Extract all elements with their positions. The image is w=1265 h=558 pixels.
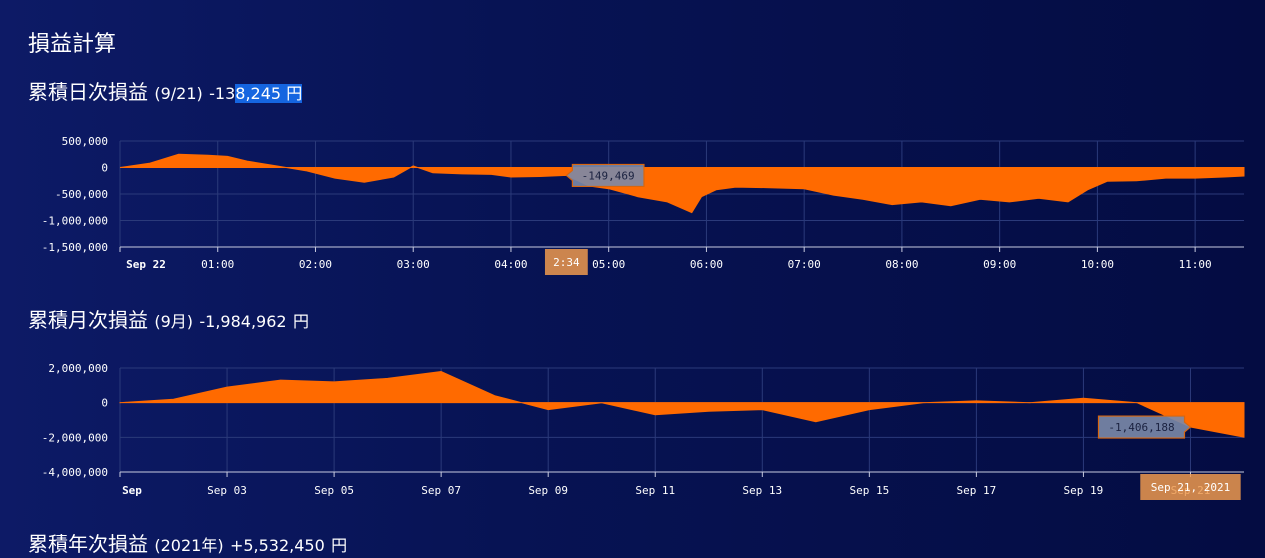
x-tick-label: Sep 19 [1064,484,1104,497]
monthly-pnl-value: -1,984,962 [199,312,287,331]
x-tick-label: Sep 15 [849,484,889,497]
x-tick-label: Sep 13 [742,484,782,497]
y-tick-label: -2,000,000 [42,431,108,444]
x-tick-label: 02:00 [299,258,332,271]
monthly-pnl-period: (9月) [154,312,194,331]
crosshair-label-box [544,249,588,275]
x-tick-label: 11:00 [1179,258,1212,271]
y-tick-label: -1,500,000 [42,241,108,254]
crosshair-label-box [1140,474,1241,500]
tooltip-value: -1,406,188 [1108,421,1174,434]
daily-pnl-heading: 累積日次損益 (9/21) -138,245 円 [28,76,303,105]
monthly-pnl-title: 累積月次損益 [28,308,148,332]
x-tick-label: 09:00 [983,258,1016,271]
daily-pnl-area [119,153,1245,214]
daily-pnl-title: 累積日次損益 [28,80,148,104]
yearly-pnl-unit: 円 [331,536,348,555]
yearly-pnl-heading: 累積年次損益 (2021年) +5,532,450 円 [28,528,347,557]
yearly-pnl-value: +5,532,450 [229,536,325,555]
x-tick-label: 07:00 [788,258,821,271]
x-tick-label: 05:00 [592,258,625,271]
x-tick-label: Sep 09 [528,484,568,497]
y-tick-label: -500,000 [55,188,108,201]
x-tick-label: Sep 03 [207,484,247,497]
x-tick-label: Sep 07 [421,484,461,497]
daily-pnl-period: (9/21) [154,84,203,103]
page-title: 損益計算 [28,32,117,57]
daily-pnl-unit: 円 [281,84,303,103]
monthly-pnl-heading: 累積月次損益 (9月) -1,984,962 円 [28,304,309,333]
monthly-pnl-chart[interactable]: 2,000,000 0 -2,000,000 -4,000,000 Sep Sep 03 S… [0,356,1265,506]
y-tick-label: -1,000,000 [42,215,108,228]
x-tick-label: Sep [122,484,142,497]
tooltip-box [1097,415,1192,439]
x-tick-label: 03:00 [397,258,430,271]
x-tick-label: Sep 11 [635,484,675,497]
x-tick-label: Sep 22 [126,258,166,271]
daily-pnl-chart[interactable]: 500,000 0 -500,000 -1,000,000 -1,500,000 Sep … [0,128,1265,278]
x-tick-label: 08:00 [885,258,918,271]
tooltip-value: -149,469 [582,169,635,182]
x-tick-label: Sep 05 [314,484,354,497]
y-tick-label: 2,000,000 [48,362,108,375]
y-tick-label: 500,000 [62,135,108,148]
x-tick-label: 04:00 [494,258,527,271]
tooltip-box [565,163,645,188]
x-tick-label: 06:00 [690,258,723,271]
crosshair-label: Sep 21, 2021 [1151,481,1230,494]
y-tick-label: 0 [101,397,108,410]
crosshair-label: 2:34 [553,256,580,269]
daily-pnl-value-prefix: -13 [209,84,236,103]
monthly-pnl-unit: 円 [292,312,309,331]
yearly-pnl-title: 累積年次損益 [28,532,148,556]
y-tick-label: -4,000,000 [42,466,108,479]
x-tick-label: 10:00 [1081,258,1114,271]
y-tick-label: 0 [101,162,108,175]
monthly-pnl-area [119,370,1245,438]
daily-pnl-value-highlight: 8,245 [235,84,282,103]
x-tick-label: Sep 17 [957,484,997,497]
x-tick-label: 01:00 [201,258,234,271]
yearly-pnl-period: (2021年) [154,536,224,555]
